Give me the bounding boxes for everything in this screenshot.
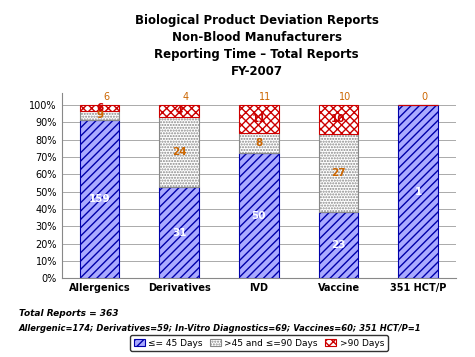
Text: 50: 50	[252, 211, 266, 221]
Bar	[239, 132, 279, 153]
Text: 4: 4	[182, 92, 189, 102]
Text: 6: 6	[103, 92, 109, 102]
Text: 31: 31	[172, 228, 187, 238]
Bar	[319, 105, 359, 134]
Text: 8: 8	[255, 138, 263, 148]
Text: 10: 10	[339, 92, 351, 102]
Bar	[159, 117, 199, 187]
Text: 159: 159	[89, 194, 110, 204]
Bar	[159, 187, 199, 278]
Bar	[398, 105, 438, 278]
Bar	[80, 120, 120, 278]
Bar	[239, 105, 279, 132]
Bar	[80, 105, 120, 111]
Legend: ≤= 45 Days, >45 and ≤=90 Days, >90 Days: ≤= 45 Days, >45 and ≤=90 Days, >90 Days	[130, 335, 388, 351]
Text: 0: 0	[421, 92, 428, 102]
Text: 4: 4	[176, 106, 183, 116]
Text: 1: 1	[415, 187, 422, 197]
Text: 11: 11	[252, 114, 266, 124]
Text: 11: 11	[259, 92, 271, 102]
Text: 23: 23	[331, 240, 346, 250]
Text: Total Reports = 363: Total Reports = 363	[19, 309, 118, 318]
Bar	[80, 111, 120, 120]
Text: 6: 6	[96, 103, 103, 113]
Text: 10: 10	[331, 115, 346, 125]
Bar	[319, 212, 359, 278]
Bar	[239, 153, 279, 278]
Text: 24: 24	[172, 147, 187, 157]
Text: Allergenic=174; Derivatives=59; In-Vitro Diagnostics=69; Vaccines=60; 351 HCT/P=: Allergenic=174; Derivatives=59; In-Vitro…	[19, 324, 422, 333]
Bar	[159, 105, 199, 117]
Bar	[319, 134, 359, 212]
Text: 9: 9	[96, 110, 103, 120]
Text: 27: 27	[331, 168, 346, 178]
Text: Biological Product Deviation Reports
Non-Blood Manufacturers
Reporting Time – To: Biological Product Deviation Reports Non…	[134, 14, 379, 78]
